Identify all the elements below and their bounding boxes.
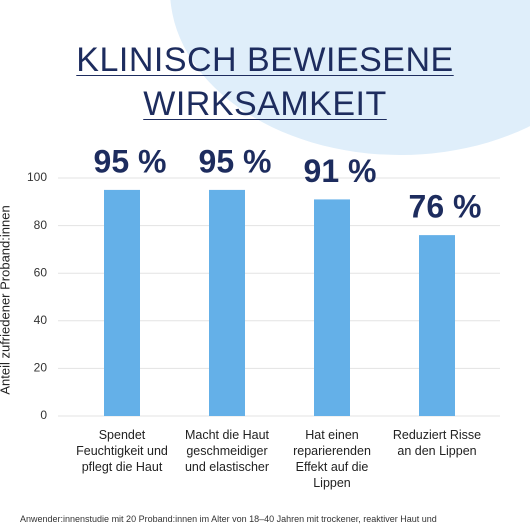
bar (419, 235, 455, 416)
chart-title: KLINISCH BEWIESENE WIRKSAMKEIT (76, 41, 454, 123)
y-tick-label: 100 (27, 170, 47, 184)
background-shape (170, 0, 530, 155)
footnote: Anwender:innenstudie mit 20 Proband:inne… (20, 514, 437, 524)
value-label: 76 % (409, 189, 482, 225)
y-tick-label: 20 (34, 361, 48, 375)
bar (314, 199, 350, 416)
value-label: 95 % (199, 143, 272, 179)
bar (209, 189, 245, 416)
x-tick-label: Macht die Haut geschmeidiger und elastis… (184, 428, 270, 474)
y-tick-label: 60 (34, 265, 48, 279)
value-label: 95 % (94, 143, 167, 179)
x-tick-label: Reduziert Risse an den Lippen (392, 428, 482, 458)
x-tick-label: Spendet Feuchtigkeit und pflegt die Haut (76, 428, 168, 474)
value-label: 91 % (304, 153, 377, 189)
y-tick-label: 0 (40, 408, 47, 422)
bar (104, 189, 140, 416)
y-tick-label: 80 (34, 218, 48, 232)
x-tick-label: Hat einen reparierenden Effekt auf die L… (293, 428, 371, 490)
y-tick-label: 40 (34, 313, 48, 327)
y-axis-label: Anteil zufriedener Proband:innen (0, 205, 12, 394)
